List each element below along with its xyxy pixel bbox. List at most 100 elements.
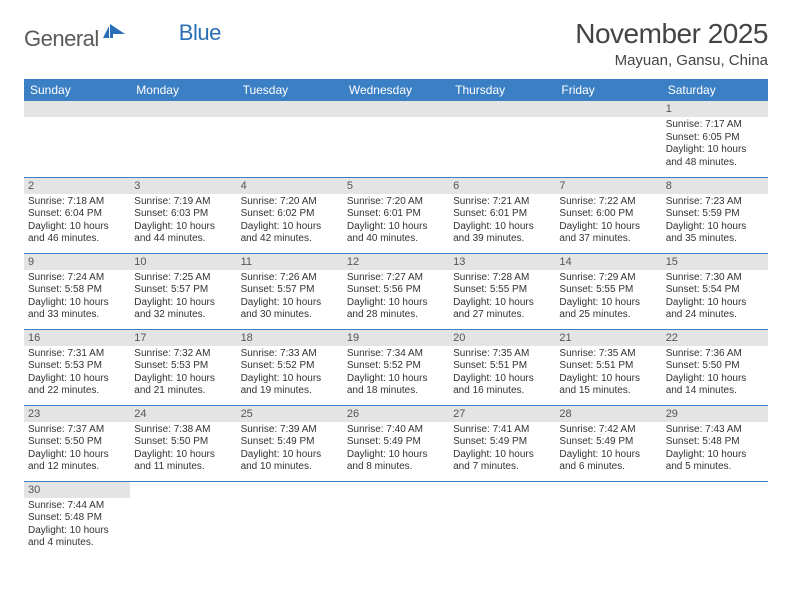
day-details: Sunrise: 7:39 AMSunset: 5:49 PMDaylight:… (237, 422, 343, 476)
calendar-cell: 30Sunrise: 7:44 AMSunset: 5:48 PMDayligh… (24, 481, 130, 557)
calendar-cell: 5Sunrise: 7:20 AMSunset: 6:01 PMDaylight… (343, 177, 449, 253)
day-details: Sunrise: 7:20 AMSunset: 6:02 PMDaylight:… (237, 194, 343, 248)
day-details: Sunrise: 7:30 AMSunset: 5:54 PMDaylight:… (662, 270, 768, 324)
logo-text-general: General (24, 26, 99, 52)
daylight-line: Daylight: 10 hours and 25 minutes. (559, 297, 657, 322)
calendar-cell (130, 101, 236, 177)
day-details: Sunrise: 7:33 AMSunset: 5:52 PMDaylight:… (237, 346, 343, 400)
sunrise-line: Sunrise: 7:44 AM (28, 500, 126, 513)
sunset-line: Sunset: 5:57 PM (134, 284, 232, 297)
sunrise-line: Sunrise: 7:28 AM (453, 272, 551, 285)
weekday-header: Thursday (449, 79, 555, 101)
day-number: 30 (24, 482, 130, 498)
calendar-cell: 14Sunrise: 7:29 AMSunset: 5:55 PMDayligh… (555, 253, 661, 329)
sunset-line: Sunset: 6:03 PM (134, 208, 232, 221)
day-details: Sunrise: 7:35 AMSunset: 5:51 PMDaylight:… (449, 346, 555, 400)
empty-day-bar (449, 101, 555, 117)
day-details: Sunrise: 7:42 AMSunset: 5:49 PMDaylight:… (555, 422, 661, 476)
empty-day-bar (343, 101, 449, 117)
calendar-cell: 18Sunrise: 7:33 AMSunset: 5:52 PMDayligh… (237, 329, 343, 405)
sunrise-line: Sunrise: 7:27 AM (347, 272, 445, 285)
day-details: Sunrise: 7:26 AMSunset: 5:57 PMDaylight:… (237, 270, 343, 324)
sunrise-line: Sunrise: 7:31 AM (28, 348, 126, 361)
sunset-line: Sunset: 5:53 PM (134, 360, 232, 373)
title-block: November 2025 Mayuan, Gansu, China (575, 18, 768, 69)
day-number: 7 (555, 178, 661, 194)
day-number: 22 (662, 330, 768, 346)
sunset-line: Sunset: 5:57 PM (241, 284, 339, 297)
sunrise-line: Sunrise: 7:21 AM (453, 196, 551, 209)
daylight-line: Daylight: 10 hours and 15 minutes. (559, 373, 657, 398)
logo-flag-icon (103, 24, 127, 45)
sunset-line: Sunset: 5:52 PM (347, 360, 445, 373)
daylight-line: Daylight: 10 hours and 40 minutes. (347, 221, 445, 246)
empty-day-bar (237, 101, 343, 117)
daylight-line: Daylight: 10 hours and 14 minutes. (666, 373, 764, 398)
calendar-cell: 13Sunrise: 7:28 AMSunset: 5:55 PMDayligh… (449, 253, 555, 329)
daylight-line: Daylight: 10 hours and 11 minutes. (134, 449, 232, 474)
calendar-body: 1Sunrise: 7:17 AMSunset: 6:05 PMDaylight… (24, 101, 768, 557)
day-number: 27 (449, 406, 555, 422)
weekday-header: Wednesday (343, 79, 449, 101)
daylight-line: Daylight: 10 hours and 19 minutes. (241, 373, 339, 398)
day-number: 9 (24, 254, 130, 270)
day-number: 29 (662, 406, 768, 422)
day-details: Sunrise: 7:38 AMSunset: 5:50 PMDaylight:… (130, 422, 236, 476)
day-number: 5 (343, 178, 449, 194)
sunrise-line: Sunrise: 7:17 AM (666, 119, 764, 132)
day-number: 21 (555, 330, 661, 346)
daylight-line: Daylight: 10 hours and 8 minutes. (347, 449, 445, 474)
sunset-line: Sunset: 5:50 PM (666, 360, 764, 373)
day-number: 18 (237, 330, 343, 346)
calendar-cell: 26Sunrise: 7:40 AMSunset: 5:49 PMDayligh… (343, 405, 449, 481)
daylight-line: Daylight: 10 hours and 42 minutes. (241, 221, 339, 246)
page-subtitle: Mayuan, Gansu, China (575, 52, 768, 69)
daylight-line: Daylight: 10 hours and 33 minutes. (28, 297, 126, 322)
sunset-line: Sunset: 5:53 PM (28, 360, 126, 373)
day-number: 24 (130, 406, 236, 422)
sunset-line: Sunset: 6:01 PM (347, 208, 445, 221)
sunset-line: Sunset: 6:00 PM (559, 208, 657, 221)
calendar-row: 23Sunrise: 7:37 AMSunset: 5:50 PMDayligh… (24, 405, 768, 481)
day-number: 14 (555, 254, 661, 270)
calendar-cell (24, 101, 130, 177)
day-details: Sunrise: 7:24 AMSunset: 5:58 PMDaylight:… (24, 270, 130, 324)
sunset-line: Sunset: 5:56 PM (347, 284, 445, 297)
day-details: Sunrise: 7:43 AMSunset: 5:48 PMDaylight:… (662, 422, 768, 476)
sunrise-line: Sunrise: 7:37 AM (28, 424, 126, 437)
sunset-line: Sunset: 5:52 PM (241, 360, 339, 373)
header: General Blue November 2025 Mayuan, Gansu… (24, 18, 768, 69)
calendar-row: 30Sunrise: 7:44 AMSunset: 5:48 PMDayligh… (24, 481, 768, 557)
weekday-header: Sunday (24, 79, 130, 101)
calendar-cell (449, 101, 555, 177)
day-number: 6 (449, 178, 555, 194)
day-details: Sunrise: 7:40 AMSunset: 5:49 PMDaylight:… (343, 422, 449, 476)
calendar-cell: 4Sunrise: 7:20 AMSunset: 6:02 PMDaylight… (237, 177, 343, 253)
calendar-table: SundayMondayTuesdayWednesdayThursdayFrid… (24, 79, 768, 557)
sunset-line: Sunset: 6:01 PM (453, 208, 551, 221)
calendar-row: 9Sunrise: 7:24 AMSunset: 5:58 PMDaylight… (24, 253, 768, 329)
weekday-header: Saturday (662, 79, 768, 101)
weekday-header: Friday (555, 79, 661, 101)
calendar-cell: 28Sunrise: 7:42 AMSunset: 5:49 PMDayligh… (555, 405, 661, 481)
day-number: 13 (449, 254, 555, 270)
sunrise-line: Sunrise: 7:32 AM (134, 348, 232, 361)
day-number: 19 (343, 330, 449, 346)
calendar-cell: 22Sunrise: 7:36 AMSunset: 5:50 PMDayligh… (662, 329, 768, 405)
day-number: 23 (24, 406, 130, 422)
calendar-cell (343, 101, 449, 177)
day-number: 10 (130, 254, 236, 270)
daylight-line: Daylight: 10 hours and 10 minutes. (241, 449, 339, 474)
sunrise-line: Sunrise: 7:24 AM (28, 272, 126, 285)
day-number: 11 (237, 254, 343, 270)
day-details: Sunrise: 7:36 AMSunset: 5:50 PMDaylight:… (662, 346, 768, 400)
daylight-line: Daylight: 10 hours and 44 minutes. (134, 221, 232, 246)
daylight-line: Daylight: 10 hours and 32 minutes. (134, 297, 232, 322)
calendar-cell: 17Sunrise: 7:32 AMSunset: 5:53 PMDayligh… (130, 329, 236, 405)
day-details: Sunrise: 7:32 AMSunset: 5:53 PMDaylight:… (130, 346, 236, 400)
calendar-cell (449, 481, 555, 557)
day-details: Sunrise: 7:41 AMSunset: 5:49 PMDaylight:… (449, 422, 555, 476)
sunrise-line: Sunrise: 7:40 AM (347, 424, 445, 437)
calendar-cell: 21Sunrise: 7:35 AMSunset: 5:51 PMDayligh… (555, 329, 661, 405)
sunrise-line: Sunrise: 7:26 AM (241, 272, 339, 285)
